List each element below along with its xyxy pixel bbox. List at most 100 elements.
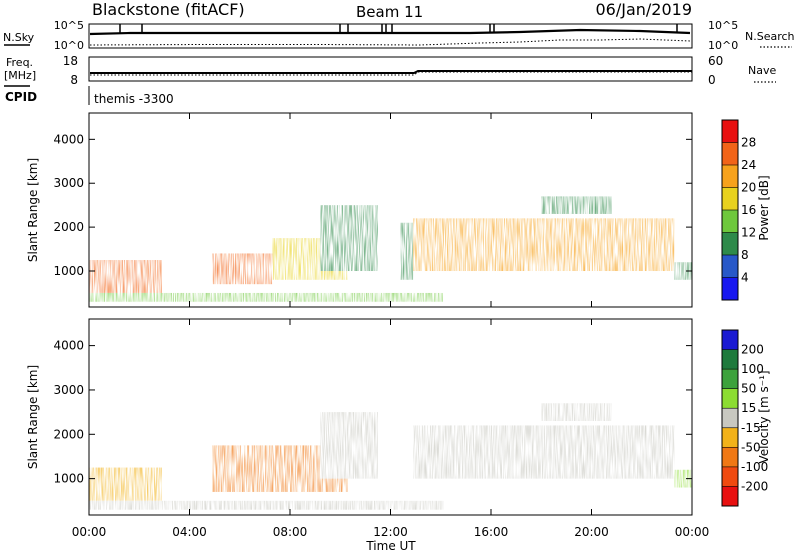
x-tick-label-2: 08:00	[273, 525, 308, 539]
power-data	[89, 196, 692, 302]
freq-tick-low: 8	[70, 73, 78, 87]
power-colorbar-segment-1	[722, 255, 738, 278]
power-ylabel: Slant Range [km]	[26, 158, 40, 262]
freq-trace	[90, 70, 692, 74]
velocity-colorbar-segment-7	[722, 466, 738, 487]
power-region-8	[674, 262, 692, 280]
velocity-colorbar-segment-5	[722, 427, 738, 448]
power-axis-ticks: 1000 2000 3000 4000	[53, 113, 693, 307]
velocity-ytick-label-1: 2000	[53, 427, 84, 441]
power-colorbar-tick-label-6: 28	[741, 136, 756, 150]
freq-label-1: Freq.	[6, 56, 33, 69]
velocity-colorbar-tick-label-4: -15	[741, 421, 761, 435]
power-colorbar-segment-2	[722, 232, 738, 255]
power-region-7	[541, 196, 612, 214]
noise-tick-low-right: 10^0	[708, 39, 738, 52]
x-tick-label-5: 20:00	[574, 525, 609, 539]
velocity-colorbar-segment-0	[722, 330, 738, 350]
freq-tick-high: 18	[63, 54, 78, 68]
nsky-trace	[89, 28, 691, 36]
velocity-region-5	[541, 403, 612, 421]
velocity-colorbar-segment-2	[722, 369, 738, 389]
power-region-1	[89, 292, 444, 302]
x-axis-label: Time UT	[365, 539, 416, 553]
freq-label-2: [MHz]	[4, 69, 36, 82]
power-region-6	[413, 218, 675, 272]
x-tick-label-3: 12:00	[373, 525, 408, 539]
x-tick-label-4: 16:00	[474, 525, 509, 539]
velocity-colorbar-tick-label-1: 100	[741, 362, 764, 376]
velocity-axis-ticks: 1000 2000 3000 4000	[53, 319, 693, 515]
velocity-region-4	[413, 425, 675, 479]
power-ytick-label-2: 3000	[53, 176, 84, 190]
velocity-region-3	[320, 412, 378, 479]
noise-tick-low-left: 10^0	[54, 39, 84, 52]
x-tick-label-1: 04:00	[172, 525, 207, 539]
x-axis-tick-labels: 00:00 04:00 08:00 12:00 16:00 20:00 00:00	[72, 525, 710, 539]
power-colorbar-segment-4	[722, 187, 738, 210]
velocity-colorbar-segment-1	[722, 349, 738, 370]
velocity-colorbar-tick-label-7: -200	[741, 479, 768, 493]
velocity-colorbar-tick-label-0: 200	[741, 343, 764, 357]
nsearch-label: N.Search	[745, 30, 795, 43]
nave-trace	[90, 71, 692, 76]
power-region-0	[89, 260, 162, 293]
station-title: Blackstone (fitACF)	[92, 0, 245, 19]
nsearch-trace	[89, 38, 691, 46]
velocity-colorbar: 200 100 50 15 -15 -50 -100 -200	[721, 329, 768, 507]
velocity-colorbar-segment-8	[722, 486, 738, 506]
velocity-colorbar-frame	[721, 329, 739, 507]
power-colorbar-segment-0	[722, 277, 738, 300]
power-colorbar-segment-7	[722, 120, 738, 143]
power-colorbar-tick-label-3: 16	[741, 203, 756, 217]
power-ytick-label-1: 2000	[53, 220, 84, 234]
x-tick-label-6: 00:00	[675, 525, 710, 539]
velocity-colorbar-tick-label-5: -50	[741, 440, 761, 454]
velocity-colorbar-tick-label-2: 50	[741, 382, 756, 396]
noise-tick-high-left: 10^5	[54, 19, 84, 32]
velocity-colorbar-label: Velocity [m s⁻¹]	[757, 370, 771, 463]
nave-tick-low: 0	[708, 73, 716, 87]
nave-tick-high: 60	[708, 54, 723, 68]
velocity-colorbar-segment-3	[722, 388, 738, 409]
power-colorbar-tick-label-2: 12	[741, 226, 756, 240]
noise-tick-high-right: 10^5	[708, 19, 738, 32]
x-tick-label-0: 00:00	[72, 525, 107, 539]
power-colorbar-segment-6	[722, 142, 738, 165]
power-ytick-label-3: 4000	[53, 132, 84, 146]
power-region-2	[212, 253, 273, 285]
velocity-ytick-label-0: 1000	[53, 472, 84, 486]
velocity-region-0	[89, 467, 162, 501]
power-colorbar-segment-5	[722, 165, 738, 188]
power-colorbar-label: Power [dB]	[757, 175, 771, 240]
nave-label: Nave	[748, 64, 776, 77]
velocity-data	[89, 403, 692, 510]
cpid-value: themis -3300	[94, 92, 174, 106]
velocity-ytick-label-2: 3000	[53, 383, 84, 397]
power-region-5	[400, 222, 414, 280]
power-panel: 1000 2000 3000 4000 Slant Range [km]	[26, 112, 693, 308]
velocity-region-1	[89, 500, 444, 510]
freq-panel: Freq. [MHz] 18 8 60 0 Nave	[4, 54, 776, 87]
power-ytick-label-0: 1000	[53, 264, 84, 278]
velocity-ylabel: Slant Range [km]	[26, 365, 40, 469]
date-label: 06/Jan/2019	[595, 0, 692, 19]
velocity-ytick-label-3: 4000	[53, 339, 84, 353]
velocity-colorbar-segment-4	[722, 408, 738, 428]
nsky-label: N.Sky	[3, 31, 35, 44]
beam-label: Beam 11	[356, 3, 423, 21]
power-colorbar-tick-label-0: 4	[741, 271, 749, 285]
velocity-colorbar-segment-6	[722, 447, 738, 467]
velocity-panel: 1000 2000 3000 4000 Slant Range [km]	[26, 318, 693, 516]
power-colorbar-tick-label-1: 8	[741, 248, 749, 262]
velocity-colorbar-tick-label-6: -100	[741, 460, 768, 474]
power-region-4	[320, 205, 378, 272]
power-colorbar: 4 8 12 16 20 24 28	[721, 119, 756, 301]
power-colorbar-tick-label-4: 20	[741, 181, 756, 195]
velocity-colorbar-tick-label-3: 15	[741, 401, 756, 415]
power-colorbar-segment-3	[722, 210, 738, 233]
noise-panel: N.Sky 10^5 10^0 10^5 10^0 N.Search	[3, 19, 795, 52]
velocity-region-6	[674, 469, 692, 488]
cpid-label: CPID	[5, 90, 37, 104]
